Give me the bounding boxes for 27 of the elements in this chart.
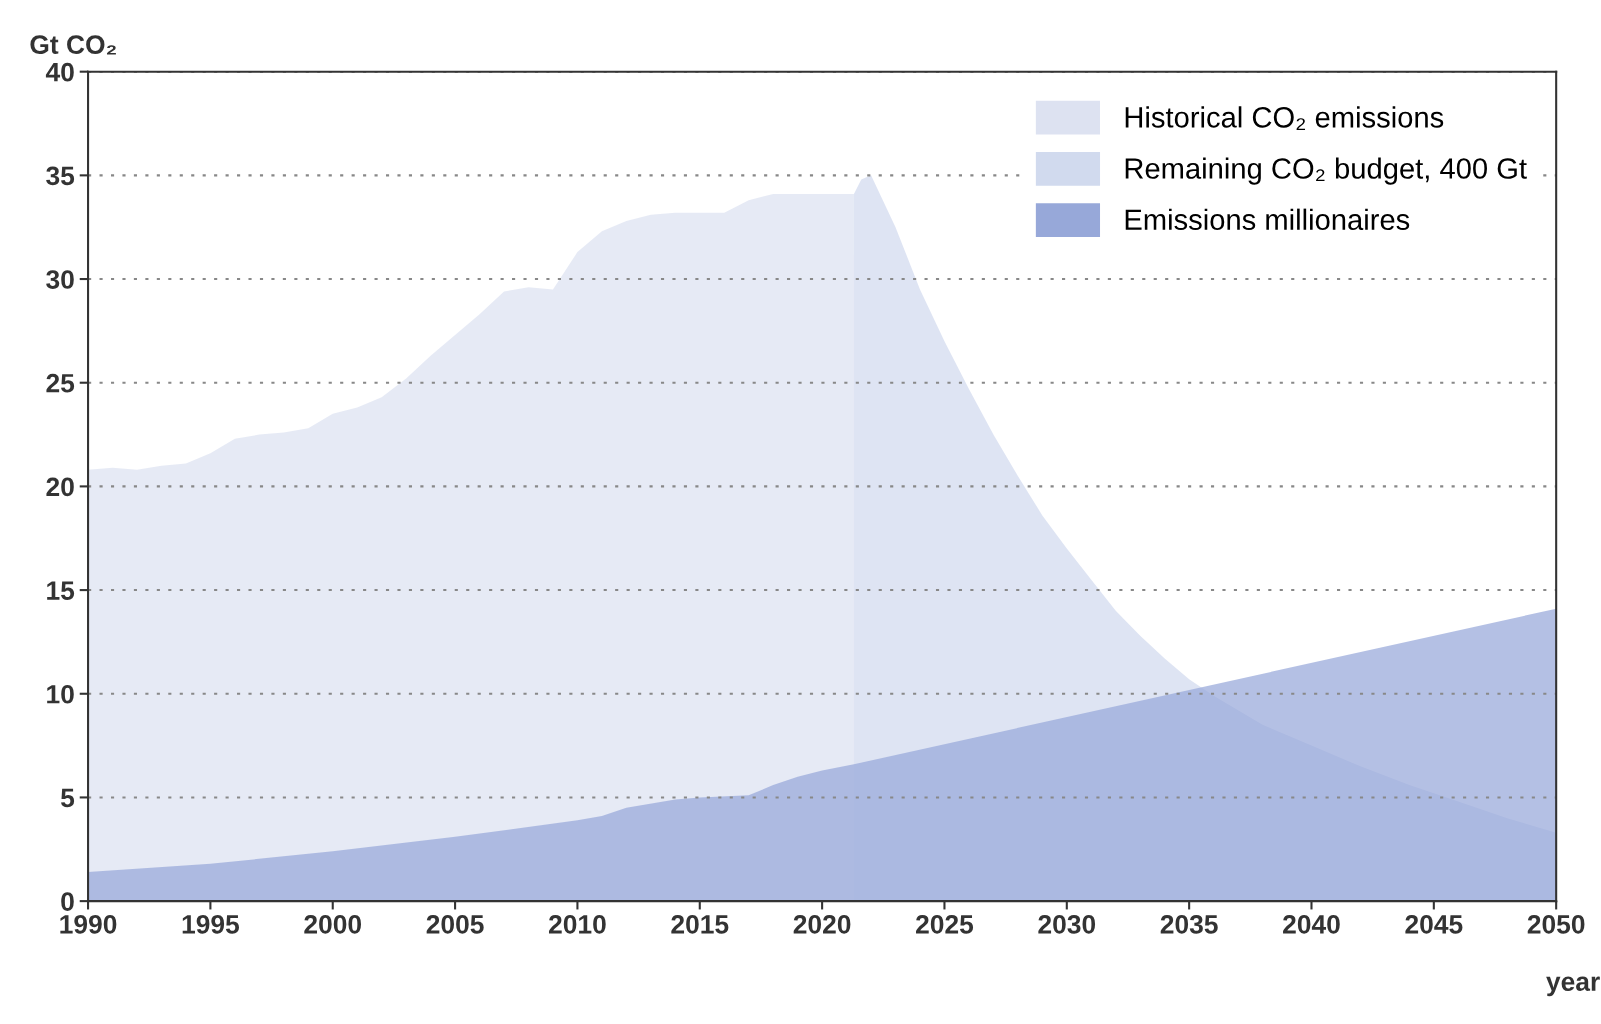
y-tick-label: 35 xyxy=(46,166,75,186)
x-tick-label: 2040 xyxy=(1283,915,1340,934)
x-tick-label: 1990 xyxy=(60,915,117,934)
legend-label: Historical CO₂ emissions xyxy=(1125,106,1444,130)
y-tick-label: 40 xyxy=(45,62,74,82)
x-tick-label: 2030 xyxy=(1038,915,1096,934)
y-tick-label: 15 xyxy=(47,581,75,600)
y-tick-label: 25 xyxy=(46,373,75,393)
x-tick-label: 2020 xyxy=(793,915,851,934)
x-tick-label: 2010 xyxy=(548,915,606,934)
x-tick-label: 2000 xyxy=(304,915,362,934)
x-tick-label: 2015 xyxy=(671,915,729,934)
x-tick-label: 2035 xyxy=(1160,915,1218,934)
y-tick-label: 10 xyxy=(47,684,74,704)
x-tick-label: 1995 xyxy=(182,915,240,934)
x-tick-label: 2025 xyxy=(916,915,974,934)
y-tick-label: 0 xyxy=(61,892,74,911)
legend-label: Emissions millionaires xyxy=(1125,208,1410,231)
legend-label: Remaining CO₂ budget, 400 Gt xyxy=(1125,157,1527,185)
x-tick-label: 2045 xyxy=(1405,915,1463,934)
y-tick-label: 20 xyxy=(46,477,74,497)
y-tick-label: 5 xyxy=(61,788,75,808)
x-tick-label: 2005 xyxy=(426,915,484,934)
y-tick-label: 30 xyxy=(46,270,74,289)
x-axis-title: year xyxy=(1546,976,1600,997)
y-axis-title: Gt CO₂ xyxy=(30,35,116,55)
x-tick-label: 2050 xyxy=(1527,915,1585,934)
